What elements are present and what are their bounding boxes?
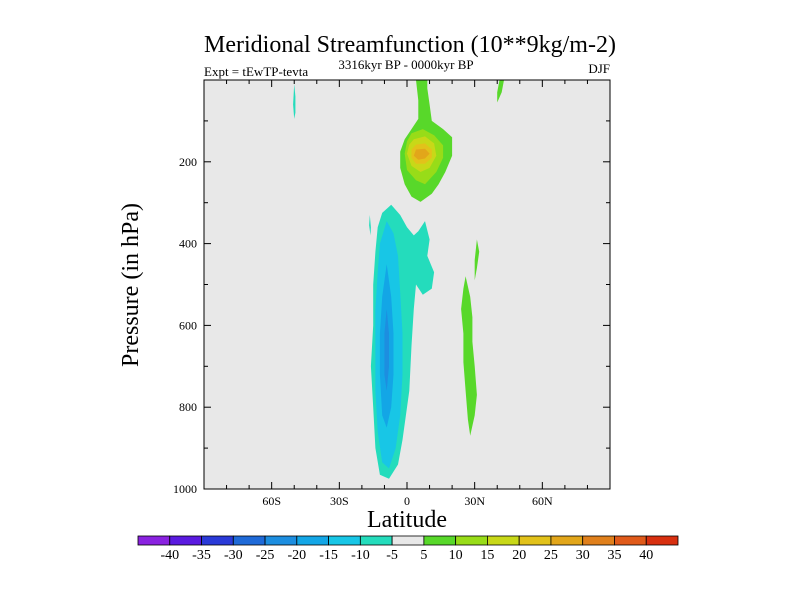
x-tick-label: 0 [404,494,410,508]
colorbar-label: -25 [256,548,275,563]
colorbar-label: 5 [420,548,427,563]
contour-fills [293,80,504,479]
season-label: DJF [588,61,610,76]
contour-pos-nh-strip [474,239,480,281]
contour-neg-patch-small [369,215,371,236]
colorbar-box [264,535,298,546]
colorbar-box [359,535,393,546]
colorbar-box [582,535,615,546]
colorbar-label: -35 [192,548,211,563]
time-range-label: 3316kyr BP - 0000kyr BP [338,57,473,72]
colorbar-label: 10 [449,548,463,563]
y-axis-label: Pressure (in hPa) [118,203,144,367]
chart-title: Meridional Streamfunction (10**9kg/m-2) [204,32,616,58]
colorbar-label: -20 [287,548,306,563]
colorbar: -40 -35 -30 -25 -20 -15 -10 -5 5 10 15 20 25 30 35 40 [137,535,679,563]
colorbar-box [455,535,488,546]
contour-neg-patch-sh [293,84,296,119]
colorbar-label: 20 [512,548,526,563]
colorbar-label: -40 [160,548,179,563]
experiment-label: Expt = tEwTP-tevta [204,64,308,79]
colorbar-box [645,535,679,546]
y-tick-label: 200 [179,155,197,169]
colorbar-box [201,535,234,546]
colorbar-label: 40 [639,548,653,563]
colorbar-label: 15 [480,548,494,563]
x-tick-label: 60N [532,494,553,508]
x-tick-label: 30N [464,494,485,508]
colorbar-box [391,535,425,546]
contour-neg-cell-20 [384,309,389,391]
colorbar-label: 35 [608,548,622,563]
colorbar-box [550,535,584,546]
colorbar-label: -5 [386,548,398,563]
contour-pos-upper-25 [413,148,430,160]
colorbar-box [137,535,171,546]
y-tick-label: 400 [179,237,197,251]
x-tick-label: 30S [330,494,349,508]
colorbar-box [487,535,520,546]
colorbar-box [169,535,202,546]
axis-ticks: 60S 30S 0 30N 60N 200 400 600 800 1000 [173,80,610,508]
colorbar-label: 25 [544,548,558,563]
x-axis-label: Latitude [367,507,447,533]
y-tick-label: 800 [179,400,197,414]
colorbar-box [614,535,647,546]
colorbar-box [328,535,361,546]
colorbar-label: -30 [224,548,243,563]
colorbar-label: -10 [351,548,370,563]
colorbar-box [232,535,266,546]
colorbar-box [423,535,457,546]
x-tick-label: 60S [262,494,281,508]
colorbar-label: 30 [576,548,590,563]
colorbar-label: -15 [319,548,338,563]
y-tick-label: 1000 [173,482,197,496]
colorbar-box [518,535,552,546]
contour-pos-nh-top [497,80,504,103]
contour-pos-nh-cell [461,276,477,436]
y-tick-label: 600 [179,318,197,332]
colorbar-box [296,535,329,546]
